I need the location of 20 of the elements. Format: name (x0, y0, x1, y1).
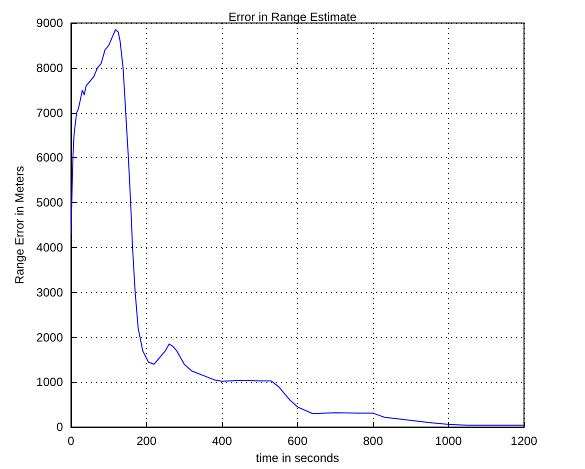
x-tick-label: 1200 (510, 434, 538, 448)
x-tick-label: 400 (212, 434, 232, 448)
y-tick-label: 2000 (36, 330, 64, 344)
y-tick-label: 1000 (36, 375, 64, 390)
y-tick-label: 6000 (36, 150, 64, 165)
y-tick-label: 0 (56, 420, 64, 434)
y-tick-label: 8000 (36, 60, 64, 75)
x-tick-label: 1000 (435, 434, 462, 448)
chart-title: Error in Range Estimate (228, 10, 357, 24)
y-tick-label: 9000 (36, 16, 64, 30)
y-tick-label: 4000 (36, 240, 64, 254)
y-tick-label: 3000 (36, 285, 64, 300)
x-tick-label: 0 (68, 434, 75, 448)
y-tick-label: 5000 (36, 196, 64, 210)
x-tick-label: 200 (136, 434, 157, 448)
x-axis-title: time in seconds (256, 451, 340, 465)
x-tick-label: 800 (362, 434, 384, 448)
y-axis-title: Range Error in Meters (12, 166, 26, 284)
y-tick-label: 7000 (36, 106, 64, 120)
x-tick-label: 600 (287, 434, 308, 448)
